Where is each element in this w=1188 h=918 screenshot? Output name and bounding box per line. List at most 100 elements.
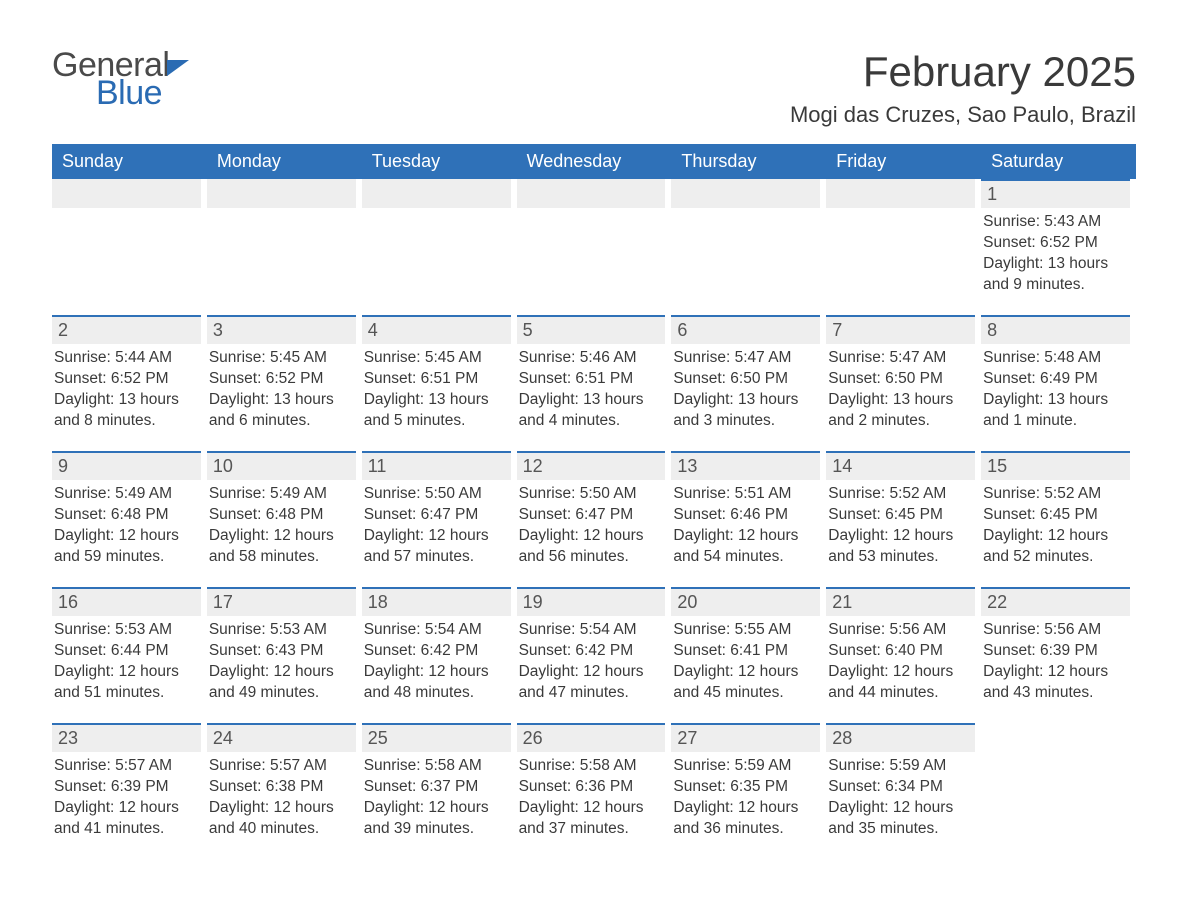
daylight-text: Daylight: 12 hours and 40 minutes. <box>209 798 354 840</box>
sunset-text: Sunset: 6:39 PM <box>983 641 1128 662</box>
empty-day-bar <box>362 179 511 208</box>
weekday-header-row: SundayMondayTuesdayWednesdayThursdayFrid… <box>52 144 1136 179</box>
sunset-text: Sunset: 6:48 PM <box>54 505 199 526</box>
calendar-week-row: 23Sunrise: 5:57 AMSunset: 6:39 PMDayligh… <box>52 723 1136 843</box>
day-number: 7 <box>826 315 975 344</box>
daylight-text: Daylight: 12 hours and 49 minutes. <box>209 662 354 704</box>
calendar-empty-cell <box>517 179 672 299</box>
daylight-text: Daylight: 13 hours and 8 minutes. <box>54 390 199 432</box>
sunrise-text: Sunrise: 5:58 AM <box>519 756 664 777</box>
daylight-text: Daylight: 12 hours and 59 minutes. <box>54 526 199 568</box>
day-number: 15 <box>981 451 1130 480</box>
location-subtitle: Mogi das Cruzes, Sao Paulo, Brazil <box>790 102 1136 128</box>
daylight-text: Daylight: 12 hours and 36 minutes. <box>673 798 818 840</box>
day-details: Sunrise: 5:56 AMSunset: 6:39 PMDaylight:… <box>981 616 1130 704</box>
sunrise-text: Sunrise: 5:54 AM <box>364 620 509 641</box>
sunrise-text: Sunrise: 5:52 AM <box>983 484 1128 505</box>
day-number: 2 <box>52 315 201 344</box>
sunset-text: Sunset: 6:48 PM <box>209 505 354 526</box>
day-number: 16 <box>52 587 201 616</box>
calendar-day-cell: 9 Sunrise: 5:49 AMSunset: 6:48 PMDaylight… <box>52 451 207 571</box>
day-number: 19 <box>517 587 666 616</box>
sunset-text: Sunset: 6:42 PM <box>519 641 664 662</box>
sunrise-text: Sunrise: 5:44 AM <box>54 348 199 369</box>
sunrise-text: Sunrise: 5:50 AM <box>364 484 509 505</box>
day-number: 13 <box>671 451 820 480</box>
sunrise-text: Sunrise: 5:49 AM <box>209 484 354 505</box>
day-details: Sunrise: 5:54 AMSunset: 6:42 PMDaylight:… <box>517 616 666 704</box>
sunset-text: Sunset: 6:35 PM <box>673 777 818 798</box>
sunrise-text: Sunrise: 5:46 AM <box>519 348 664 369</box>
empty-day-bar <box>671 179 820 208</box>
sunrise-text: Sunrise: 5:56 AM <box>828 620 973 641</box>
month-title: February 2025 <box>790 48 1136 96</box>
sunset-text: Sunset: 6:52 PM <box>209 369 354 390</box>
day-details: Sunrise: 5:52 AMSunset: 6:45 PMDaylight:… <box>826 480 975 568</box>
day-details: Sunrise: 5:57 AMSunset: 6:38 PMDaylight:… <box>207 752 356 840</box>
day-number: 28 <box>826 723 975 752</box>
sunset-text: Sunset: 6:51 PM <box>519 369 664 390</box>
sunrise-text: Sunrise: 5:53 AM <box>209 620 354 641</box>
calendar-day-cell: 25Sunrise: 5:58 AMSunset: 6:37 PMDayligh… <box>362 723 517 843</box>
weekday-header-cell: Wednesday <box>517 144 672 179</box>
calendar-body: 1Sunrise: 5:43 AMSunset: 6:52 PMDaylight… <box>52 179 1136 843</box>
sunset-text: Sunset: 6:42 PM <box>364 641 509 662</box>
day-number: 10 <box>207 451 356 480</box>
calendar-day-cell: 20Sunrise: 5:55 AMSunset: 6:41 PMDayligh… <box>671 587 826 707</box>
day-details: Sunrise: 5:57 AMSunset: 6:39 PMDaylight:… <box>52 752 201 840</box>
day-number: 17 <box>207 587 356 616</box>
brand-logo-text: General Blue <box>52 48 189 110</box>
daylight-text: Daylight: 13 hours and 4 minutes. <box>519 390 664 432</box>
calendar-day-cell: 28Sunrise: 5:59 AMSunset: 6:34 PMDayligh… <box>826 723 981 843</box>
sunrise-text: Sunrise: 5:50 AM <box>519 484 664 505</box>
daylight-text: Daylight: 12 hours and 47 minutes. <box>519 662 664 704</box>
calendar-day-cell: 5Sunrise: 5:46 AMSunset: 6:51 PMDaylight… <box>517 315 672 435</box>
sunrise-text: Sunrise: 5:55 AM <box>673 620 818 641</box>
sunset-text: Sunset: 6:45 PM <box>983 505 1128 526</box>
calendar-empty-cell <box>671 179 826 299</box>
daylight-text: Daylight: 12 hours and 39 minutes. <box>364 798 509 840</box>
day-details: Sunrise: 5:49 AMSunset: 6:48 PMDaylight:… <box>207 480 356 568</box>
day-details: Sunrise: 5:43 AMSunset: 6:52 PMDaylight:… <box>981 208 1130 296</box>
weekday-header-cell: Friday <box>826 144 981 179</box>
daylight-text: Daylight: 12 hours and 58 minutes. <box>209 526 354 568</box>
empty-day-bar <box>517 179 666 208</box>
sunrise-text: Sunrise: 5:49 AM <box>54 484 199 505</box>
day-number: 22 <box>981 587 1130 616</box>
sunset-text: Sunset: 6:52 PM <box>54 369 199 390</box>
day-details: Sunrise: 5:48 AMSunset: 6:49 PMDaylight:… <box>981 344 1130 432</box>
brand-word-blue: Blue <box>96 76 189 110</box>
day-details: Sunrise: 5:47 AMSunset: 6:50 PMDaylight:… <box>826 344 975 432</box>
daylight-text: Daylight: 13 hours and 9 minutes. <box>983 254 1128 296</box>
sunset-text: Sunset: 6:40 PM <box>828 641 973 662</box>
sunset-text: Sunset: 6:36 PM <box>519 777 664 798</box>
day-number: 9 <box>52 451 201 480</box>
daylight-text: Daylight: 12 hours and 44 minutes. <box>828 662 973 704</box>
brand-logo: General Blue <box>52 48 189 110</box>
day-number: 1 <box>981 179 1130 208</box>
weekday-header-cell: Tuesday <box>362 144 517 179</box>
day-number: 26 <box>517 723 666 752</box>
calendar-grid: SundayMondayTuesdayWednesdayThursdayFrid… <box>52 144 1136 843</box>
day-details: Sunrise: 5:45 AMSunset: 6:51 PMDaylight:… <box>362 344 511 432</box>
calendar-day-cell: 6Sunrise: 5:47 AMSunset: 6:50 PMDaylight… <box>671 315 826 435</box>
day-number: 14 <box>826 451 975 480</box>
day-details: Sunrise: 5:58 AMSunset: 6:37 PMDaylight:… <box>362 752 511 840</box>
sunrise-text: Sunrise: 5:58 AM <box>364 756 509 777</box>
daylight-text: Daylight: 12 hours and 43 minutes. <box>983 662 1128 704</box>
calendar-day-cell: 3Sunrise: 5:45 AMSunset: 6:52 PMDaylight… <box>207 315 362 435</box>
calendar-day-cell: 22Sunrise: 5:56 AMSunset: 6:39 PMDayligh… <box>981 587 1136 707</box>
calendar-day-cell: 15Sunrise: 5:52 AMSunset: 6:45 PMDayligh… <box>981 451 1136 571</box>
day-number: 21 <box>826 587 975 616</box>
sunrise-text: Sunrise: 5:45 AM <box>364 348 509 369</box>
day-details: Sunrise: 5:58 AMSunset: 6:36 PMDaylight:… <box>517 752 666 840</box>
sunset-text: Sunset: 6:41 PM <box>673 641 818 662</box>
day-details: Sunrise: 5:55 AMSunset: 6:41 PMDaylight:… <box>671 616 820 704</box>
sunset-text: Sunset: 6:49 PM <box>983 369 1128 390</box>
calendar-day-cell: 26Sunrise: 5:58 AMSunset: 6:36 PMDayligh… <box>517 723 672 843</box>
weekday-header-cell: Saturday <box>981 144 1136 179</box>
sunset-text: Sunset: 6:34 PM <box>828 777 973 798</box>
day-details: Sunrise: 5:50 AMSunset: 6:47 PMDaylight:… <box>362 480 511 568</box>
weekday-header-cell: Thursday <box>671 144 826 179</box>
sunset-text: Sunset: 6:50 PM <box>673 369 818 390</box>
